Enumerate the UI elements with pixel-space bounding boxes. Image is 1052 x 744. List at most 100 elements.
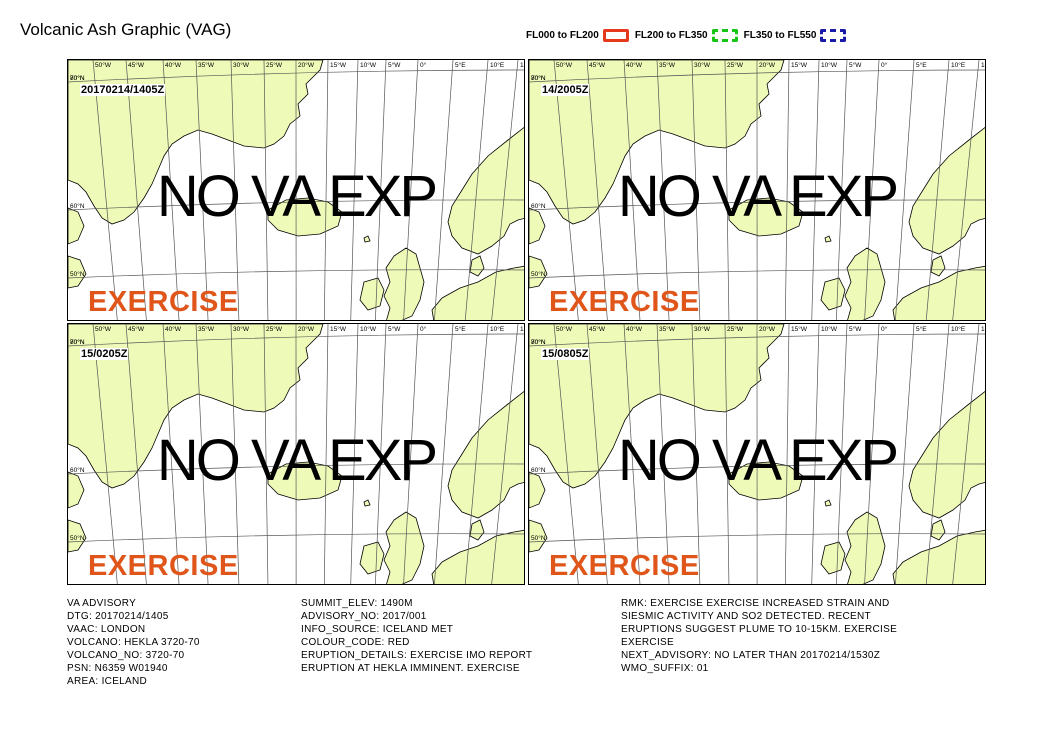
land-mass [267, 461, 343, 501]
longitude-label: 10°E [490, 61, 505, 69]
longitude-line [434, 60, 454, 320]
longitude-line [125, 60, 147, 320]
advisory-line: SIESMIC ACTIVITY AND SO2 DETECTED. RECEN… [621, 611, 871, 622]
latitude-line [529, 463, 985, 475]
advisory-line: PSN: N6359 W01940 [67, 663, 168, 674]
latitude-label: 60°N [531, 466, 546, 474]
longitude-line [553, 324, 579, 584]
longitude-line [586, 324, 608, 584]
latitude-line [68, 463, 524, 475]
longitude-label: 15°W [330, 325, 347, 333]
longitude-line [491, 324, 519, 584]
land-mass [529, 255, 548, 289]
land-mass [930, 519, 946, 541]
land-mass [529, 471, 546, 509]
land-mass [359, 541, 385, 575]
longitude-line [230, 324, 240, 584]
longitude-label: 0° [420, 325, 427, 333]
longitude-label: 5°W [388, 325, 401, 333]
advisory-column-3: RMK: EXERCISE EXERCISE INCREASED STRAIN … [621, 597, 897, 675]
longitude-line [464, 60, 489, 320]
longitude-label: 40°W [165, 61, 182, 69]
longitude-label: 40°W [626, 325, 643, 333]
latitude-line [68, 269, 524, 279]
panel-time: 20170214/1405Z [80, 84, 166, 96]
advisory-line: VOLCANO_NO: 3720-70 [67, 650, 185, 661]
flight-level-legend: FL000 to FL200 FL200 to FL350 FL350 to F… [520, 27, 847, 43]
exercise-watermark: EXERCISE [549, 550, 700, 582]
ash-status: NO VA EXP [617, 428, 899, 493]
land-mass [908, 127, 985, 255]
longitude-line [491, 60, 519, 320]
land-mass [728, 461, 804, 501]
land-mass [68, 207, 85, 245]
longitude-label: 10°W [821, 61, 838, 69]
latitude-label: 50°N [531, 270, 546, 278]
longitude-line [162, 60, 180, 320]
legend-swatch-green [711, 28, 738, 42]
latitude-label: 70°N [70, 74, 85, 82]
longitude-label: 25°W [266, 61, 283, 69]
longitude-line [925, 324, 950, 584]
latitude-label: 60°N [70, 202, 85, 210]
longitude-line [895, 60, 915, 320]
longitude-label: 5°W [849, 325, 862, 333]
longitude-label: 5°E [455, 325, 466, 333]
land-mass [431, 265, 524, 320]
longitude-label: 5°E [455, 61, 466, 69]
longitude-label: 45°W [128, 325, 145, 333]
forecast-panel: 50°W 45°W 40°W 35°W 30°W 25°W 20°W 15°W 10°W 5°W 0… [67, 323, 525, 585]
latitude-label: 70°N [531, 338, 546, 346]
longitude-line [925, 60, 950, 320]
latitude-line [68, 533, 524, 543]
longitude-line [553, 60, 579, 320]
longitude-line [811, 324, 820, 584]
longitude-line [92, 60, 118, 320]
longitude-label: 50°W [556, 61, 573, 69]
advisory-line: INFO_SOURCE: ICELAND MET [301, 624, 454, 635]
longitude-label: 50°W [95, 325, 112, 333]
page-title: Volcanic Ash Graphic (VAG) [20, 20, 232, 39]
longitude-label: 20°W [298, 61, 315, 69]
latitude-label: 50°N [70, 534, 85, 542]
longitude-line [263, 60, 269, 320]
latitude-label: 60°N [531, 202, 546, 210]
land-mass [383, 511, 425, 584]
land-mass [267, 197, 343, 237]
land-mass [469, 255, 485, 277]
longitude-line [784, 324, 790, 584]
land-mass [68, 60, 324, 225]
legend-label-fl000-fl200: FL000 to FL200 [526, 29, 599, 41]
legend-swatch-red [602, 28, 629, 42]
longitude-line [403, 324, 419, 584]
longitude-label: 15°W [330, 61, 347, 69]
exercise-watermark: EXERCISE [88, 550, 239, 582]
land-mass [447, 127, 524, 255]
land-mass [363, 235, 371, 243]
longitude-line [623, 60, 641, 320]
longitude-label: 5°E [916, 61, 927, 69]
longitude-label: 35°W [659, 325, 676, 333]
advisory-line: VAAC: LONDON [67, 624, 146, 635]
advisory-line: WMO_SUFFIX: 01 [621, 663, 709, 674]
latitude-label: 80°N [531, 74, 546, 82]
land-mass [359, 277, 385, 311]
latitude-label: 50°N [531, 534, 546, 542]
longitude-label: 25°W [727, 61, 744, 69]
advisory-line: COLOUR_CODE: RED [301, 637, 410, 648]
longitude-label: 30°W [694, 325, 711, 333]
longitude-label: 0° [420, 61, 427, 69]
longitude-line [434, 324, 454, 584]
longitude-label: 10°W [360, 61, 377, 69]
latitude-label: 80°N [70, 338, 85, 346]
land-mass [908, 391, 985, 519]
longitude-label: 45°W [589, 325, 606, 333]
latitude-line [529, 199, 985, 211]
longitude-label: 15°E [520, 61, 525, 69]
longitude-label: 10°W [360, 325, 377, 333]
longitude-label: 35°W [198, 61, 215, 69]
latitude-label: 70°N [70, 338, 85, 346]
legend-swatch-blue [820, 28, 847, 42]
ash-status: NO VA EXP [156, 428, 438, 493]
longitude-line [656, 324, 670, 584]
